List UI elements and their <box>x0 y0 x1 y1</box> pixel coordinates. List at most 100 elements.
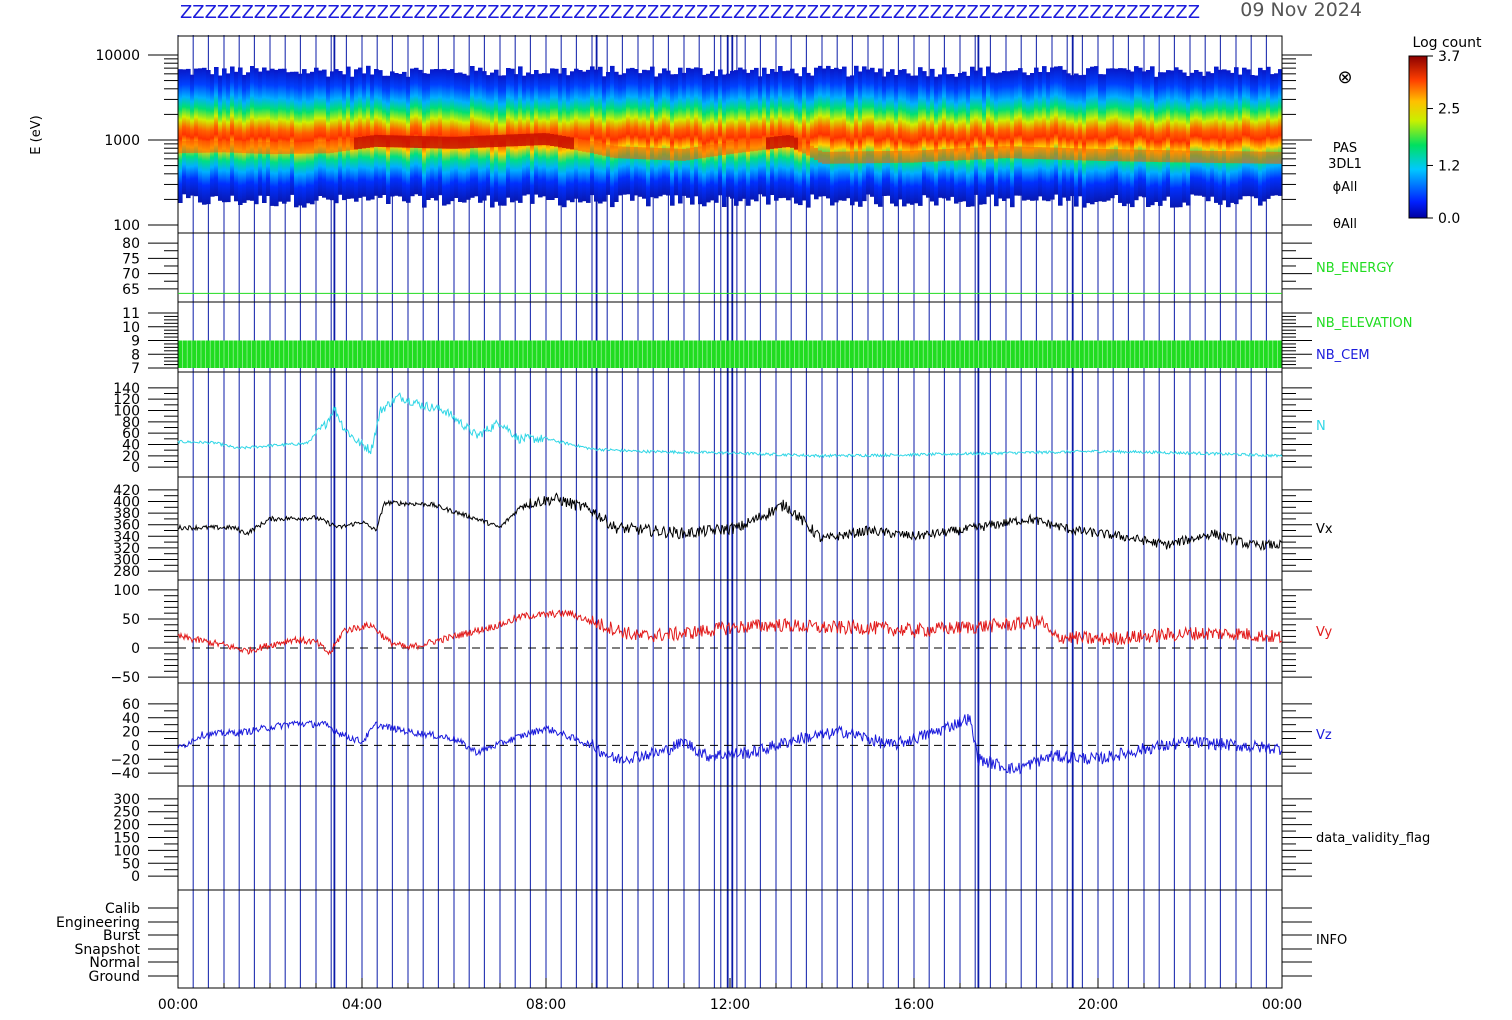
spectrogram-cell <box>750 69 755 200</box>
spectrogram-core-cell <box>314 141 319 154</box>
spectrogram-core-cell <box>1270 151 1275 164</box>
spectrogram-core-cell <box>926 149 931 162</box>
spectrogram-cell <box>726 73 731 197</box>
spectrogram-core-cell <box>954 148 959 161</box>
spectrogram-core-cell <box>218 140 223 153</box>
spectrogram-core-cell <box>854 151 859 164</box>
vx-ytick-label: 280 <box>113 564 140 580</box>
spectrogram-core-cell <box>858 151 863 164</box>
spectrogram-core-cell <box>1034 147 1039 159</box>
spectrogram-core-cell <box>994 146 999 159</box>
spectrogram-cell <box>1254 75 1259 199</box>
spectrogram-cell <box>1242 67 1247 197</box>
spectrogram-core-cell <box>1138 149 1143 162</box>
spectrogram-core-cell <box>566 136 571 149</box>
spectrogram-core-cell <box>950 148 955 161</box>
spectrogram-cell <box>850 75 855 206</box>
colorbar-scale <box>1408 55 1428 219</box>
spectrogram-cell <box>450 69 455 202</box>
spectrogram-core-cell <box>622 146 627 159</box>
spectrogram-core-cell <box>1254 151 1259 164</box>
spectrogram-core-cell <box>1126 149 1131 162</box>
spectrogram-core-cell <box>382 135 387 148</box>
vy-ytick-label: −50 <box>110 670 140 686</box>
spectrogram-cell <box>738 67 743 202</box>
spectrogram-cell <box>1138 67 1143 197</box>
spectrogram-core-cell <box>1134 149 1139 162</box>
spectrogram-cell <box>1130 71 1135 208</box>
spectrogram-cell <box>1270 74 1275 196</box>
spectrogram-core-cell <box>234 140 239 153</box>
spectrogram-cell <box>1246 69 1251 197</box>
spectrogram-core-cell <box>1150 149 1155 162</box>
spectrogram-core-cell <box>970 147 975 160</box>
spectrogram-cell <box>886 71 891 196</box>
spectrogram-core-cell <box>754 138 759 151</box>
spectrogram-core-cell <box>886 151 891 163</box>
spectrogram-cell <box>998 72 1003 199</box>
vx-ytick-label: 400 <box>113 495 140 511</box>
data_validity_flag-ytick-label: 50 <box>122 856 140 872</box>
spectrogram-core-cell <box>798 139 803 152</box>
spectrogram-cell <box>658 73 663 197</box>
spectrogram-cell <box>986 66 991 197</box>
spectrogram-core-cell <box>1242 151 1247 164</box>
spectrogram-core-cell <box>294 141 299 154</box>
spectrogram-cell <box>662 68 667 195</box>
spectrogram-cell <box>806 72 811 208</box>
spectrogram-cell <box>626 68 631 195</box>
spectrogram-core-cell <box>350 138 355 150</box>
spectrogram-core-cell <box>198 140 203 153</box>
n-series-line <box>177 392 1283 459</box>
date-label: 09 Nov 2024 <box>1240 0 1362 21</box>
spectrogram-core-cell <box>822 151 827 164</box>
spectrogram-cell <box>274 69 279 207</box>
spectrogram-cell <box>818 65 823 197</box>
spectrogram-cell <box>614 71 619 202</box>
spectrogram-core-cell <box>1014 146 1019 159</box>
spectrogram-cell <box>290 71 295 195</box>
spectrogram-core-cell <box>978 147 983 160</box>
spectrogram-cell <box>322 69 327 198</box>
spectrogram-core-cell <box>1262 151 1267 164</box>
spectrogram-core-cell <box>374 134 379 147</box>
spectrogram-core-cell <box>838 151 843 164</box>
spectrogram-core-cell <box>510 134 515 147</box>
spectrogram-cell <box>342 74 347 201</box>
spectrogram-core-cell <box>834 151 839 164</box>
spectrogram-cell <box>1050 67 1055 200</box>
spectrogram-cell <box>970 66 975 207</box>
spectrogram-core-cell <box>1266 151 1271 164</box>
vz-ytick-label: −20 <box>110 752 140 768</box>
spectrogram-core-cell <box>1094 148 1099 161</box>
spectrogram-cell <box>1166 70 1171 197</box>
spectrogram-cell <box>990 72 995 195</box>
spectrogram-core-cell <box>1046 147 1051 160</box>
spectrogram-cell <box>994 73 999 207</box>
nb_energy-ytick-label: 80 <box>122 236 140 252</box>
n-ytick-label: 100 <box>113 404 140 420</box>
spectrogram-core-cell <box>246 141 251 154</box>
spectrogram-cell <box>854 65 859 202</box>
spectrogram-core-cell <box>914 150 919 163</box>
vy-ytick-label: 50 <box>122 612 140 628</box>
spectrogram-core-cell <box>1122 149 1127 162</box>
spectrogram-core-cell <box>454 136 459 149</box>
nb_elevation-right-label: NB_CEM <box>1316 348 1370 363</box>
spectrogram-core-cell <box>850 151 855 164</box>
nb_elevation-right-label: NB_ELEVATION <box>1316 316 1413 331</box>
spectrogram-cell <box>1090 66 1095 205</box>
spectrogram-cell <box>1202 75 1207 197</box>
spectrogram-cell <box>1234 67 1239 205</box>
spectrogram-core-cell <box>626 146 631 159</box>
spectrogram-core-cell <box>1106 149 1111 162</box>
spectrogram-core-cell <box>450 136 455 149</box>
spectrogram-core-cell <box>1110 149 1115 162</box>
spectrogram-cell <box>946 74 951 201</box>
spectrogram-core-cell <box>1210 150 1215 163</box>
spectrogram-cell <box>866 69 871 195</box>
spectrogram-core-cell <box>1002 146 1007 159</box>
spectrogram-cell <box>1046 72 1051 202</box>
spectrogram-cell <box>734 70 739 206</box>
